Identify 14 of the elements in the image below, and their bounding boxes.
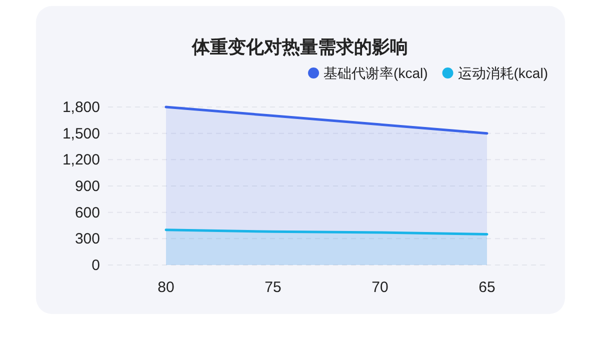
y-tick-label: 300 xyxy=(74,230,100,248)
x-tick-label: 65 xyxy=(478,279,496,296)
legend-label: 基础代谢率(kcal) xyxy=(324,65,428,81)
y-tick-label: 1,500 xyxy=(62,125,100,142)
y-tick-label: 600 xyxy=(74,204,100,222)
y-tick-label: 900 xyxy=(74,178,100,195)
y-tick-label: 1,200 xyxy=(62,152,100,169)
x-tick-label: 75 xyxy=(264,279,282,296)
x-tick-label: 70 xyxy=(372,279,388,296)
chart-title: 体重变化对热量需求的影响 xyxy=(191,37,408,57)
x-tick-label: 80 xyxy=(158,279,174,296)
legend-label: 运动消耗(kcal) xyxy=(458,65,548,81)
y-tick-label: 1,800 xyxy=(62,99,100,116)
y-tick-label: 0 xyxy=(92,257,100,274)
